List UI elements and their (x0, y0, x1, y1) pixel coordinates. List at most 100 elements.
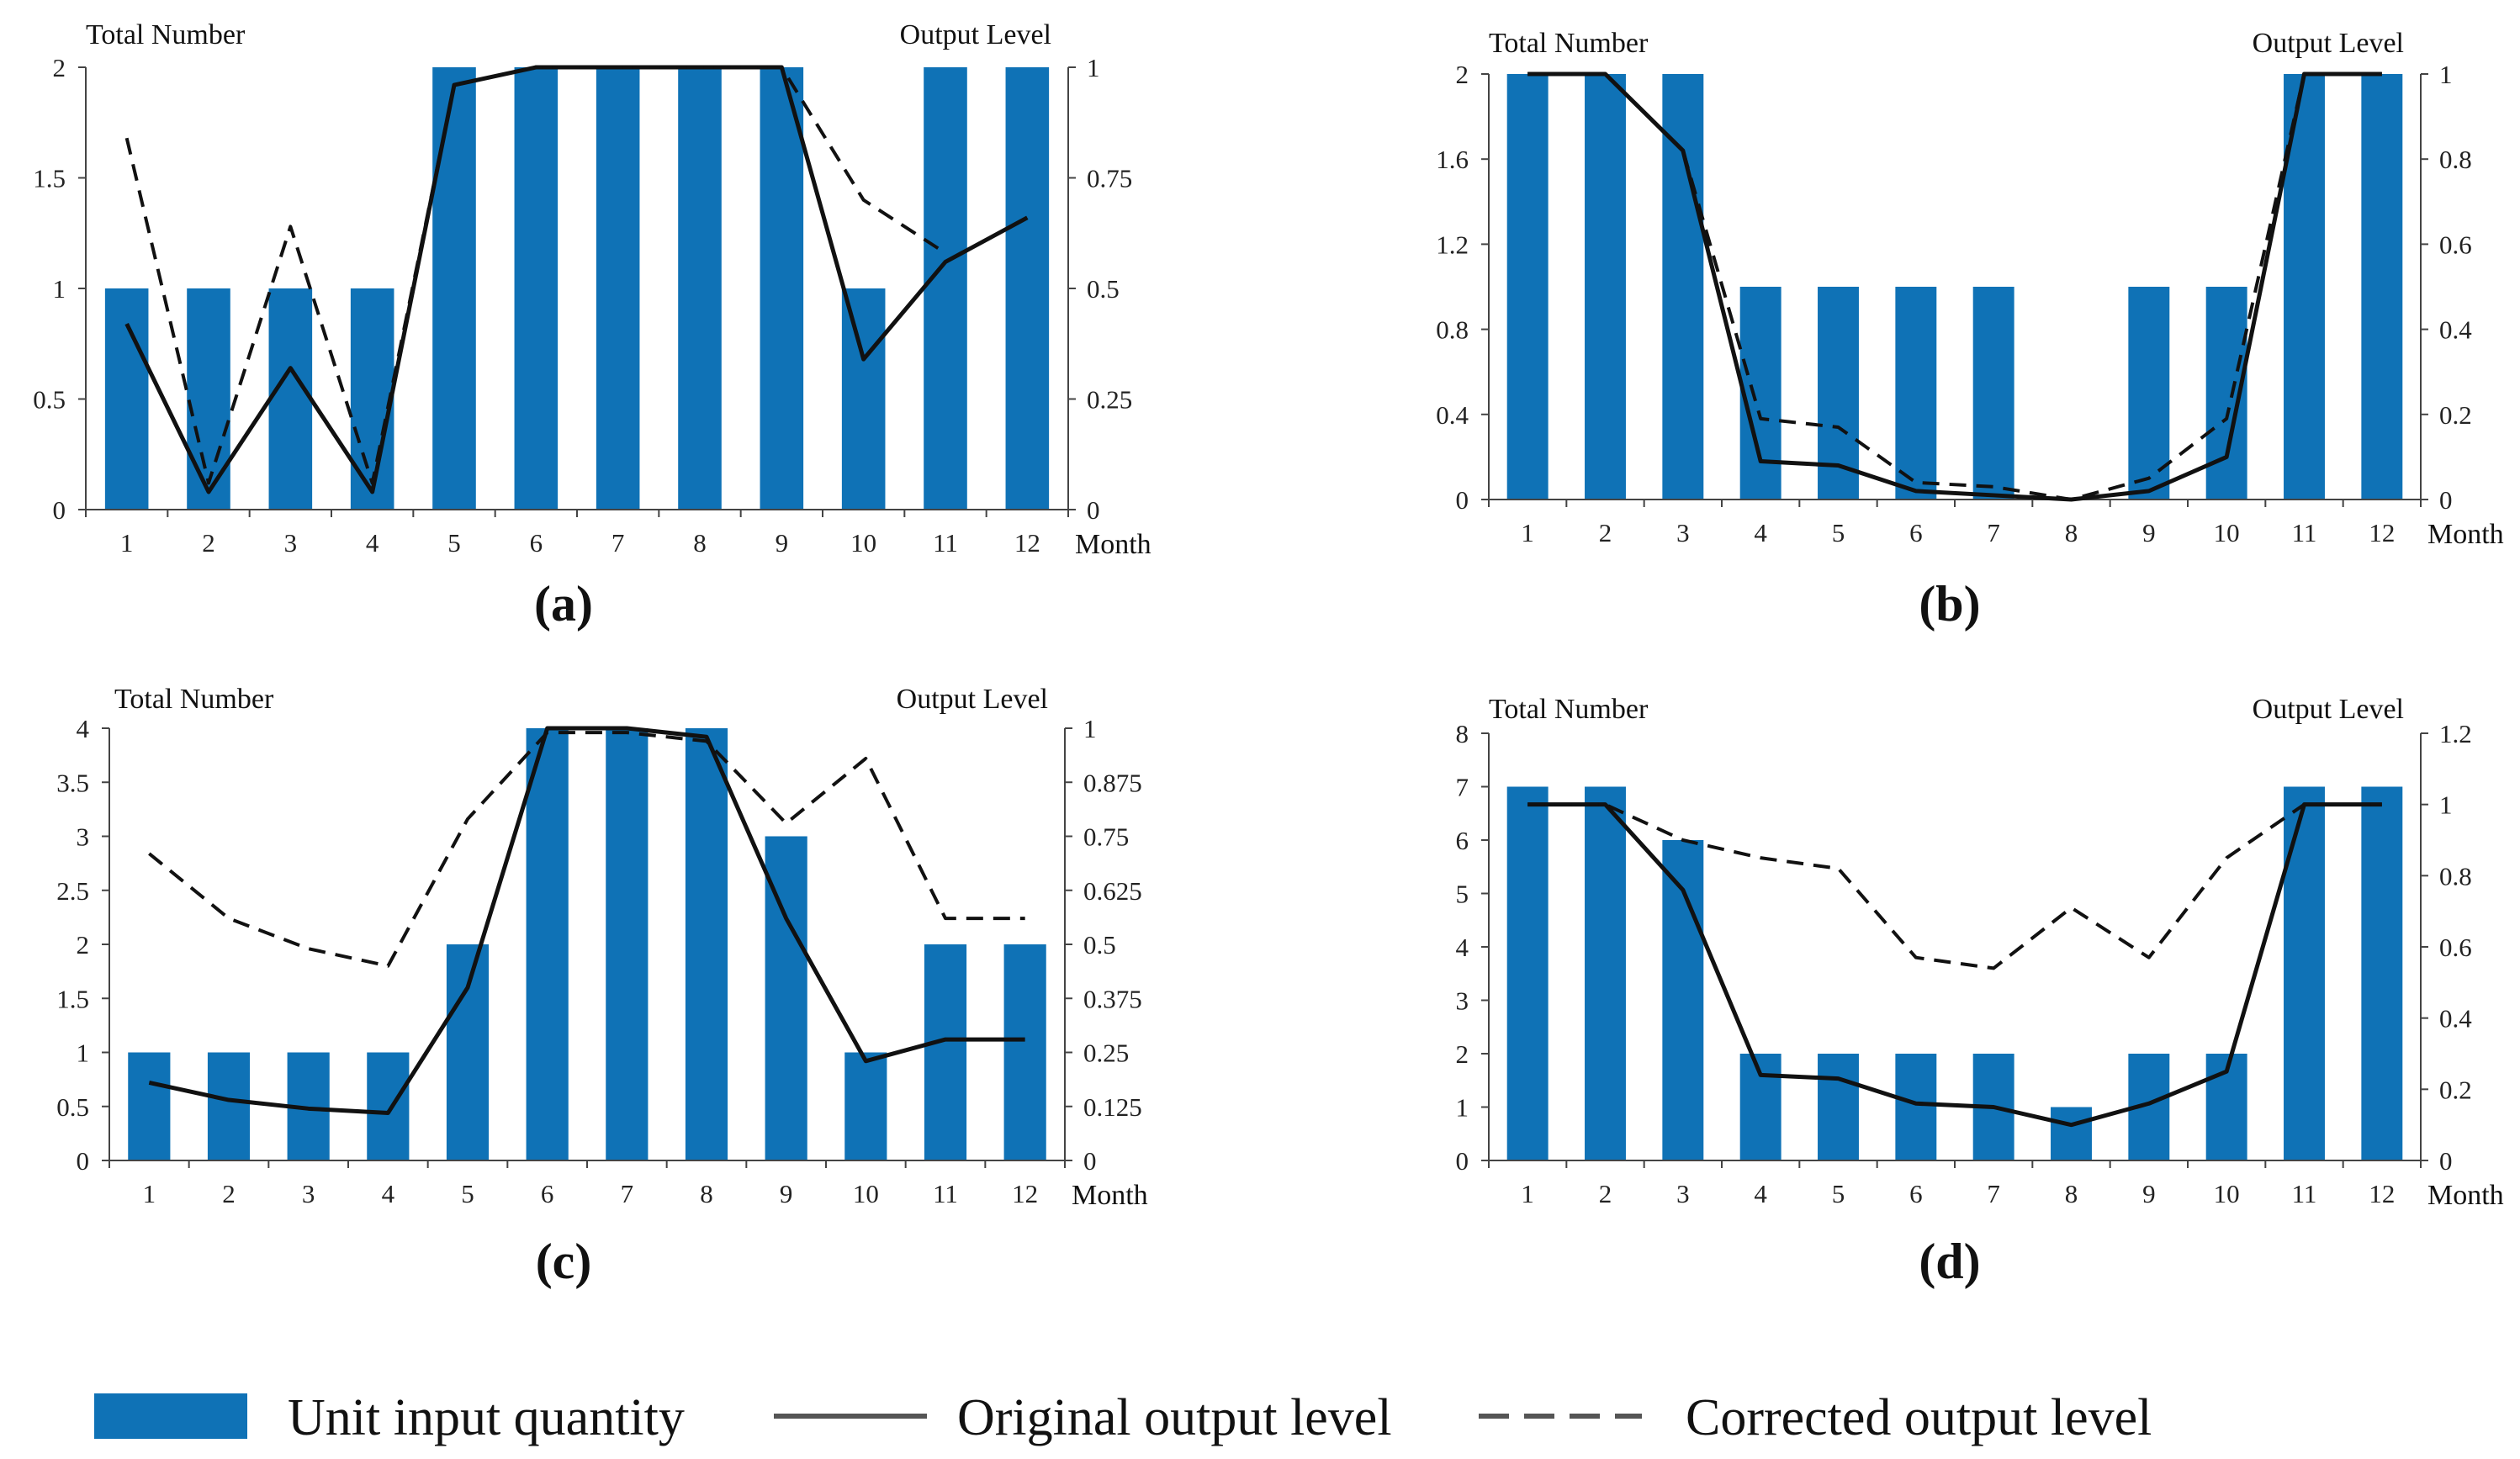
x-tick-label: 2 (1599, 1179, 1612, 1208)
left-axis-title: Total Number (86, 19, 246, 50)
corrected-output-line (1527, 802, 2382, 970)
panel-label: (a) (534, 576, 593, 632)
left-tick-label: 2 (53, 53, 66, 82)
left-axis-title: Total Number (1489, 28, 1649, 59)
right-axis-title: Output Level (897, 684, 1048, 715)
corrected-output-line (124, 66, 947, 485)
legend-bar-label: Unit input quantity (288, 1389, 685, 1446)
x-tick-label: 8 (2065, 1179, 2078, 1208)
right-tick-label: 0.6 (2439, 230, 2472, 259)
right-tick-label: 1 (1087, 53, 1100, 82)
bar-month-1 (128, 1052, 171, 1160)
left-tick-label: 2 (1456, 60, 1469, 89)
left-tick-label: 6 (1456, 826, 1469, 855)
right-tick-label: 0.2 (2439, 400, 2472, 430)
right-axis-title: Output Level (2253, 28, 2404, 59)
x-tick-label: 4 (1754, 1179, 1767, 1208)
left-axis-title: Total Number (1489, 694, 1649, 725)
x-tick-label: 3 (1676, 518, 1690, 547)
x-axis-title: Month (2427, 1180, 2504, 1211)
right-tick-label: 0.5 (1087, 274, 1120, 304)
bar-month-2 (207, 1052, 251, 1160)
x-tick-label: 9 (2142, 518, 2156, 547)
right-tick-label: 0.4 (2439, 1004, 2472, 1033)
x-tick-label: 1 (120, 528, 134, 558)
right-tick-label: 0.375 (1083, 984, 1142, 1013)
x-tick-label: 5 (461, 1179, 474, 1208)
right-tick-label: 0 (1087, 495, 1100, 525)
right-tick-label: 0.75 (1083, 822, 1129, 852)
x-tick-label: 7 (621, 1179, 634, 1208)
legend-bar-swatch (94, 1393, 247, 1439)
x-tick-label: 6 (1909, 518, 1923, 547)
x-tick-label: 12 (2369, 518, 2395, 547)
left-tick-label: 3 (1456, 986, 1469, 1016)
x-axis-title: Month (1072, 1180, 1148, 1211)
original-output-line (1527, 71, 2382, 502)
bar-month-8 (2051, 1107, 2092, 1160)
left-tick-label: 1 (1456, 1093, 1469, 1123)
panel-label: (d) (1919, 1234, 1980, 1289)
left-tick-label: 7 (1456, 773, 1469, 802)
original-output-line (148, 726, 1025, 1115)
right-tick-label: 0.8 (2439, 861, 2472, 891)
x-tick-label: 6 (541, 1179, 554, 1208)
panel-label: (b) (1919, 576, 1980, 632)
bar-month-1 (104, 288, 149, 510)
left-tick-label: 1.5 (56, 984, 89, 1013)
x-tick-label: 2 (1599, 518, 1612, 547)
right-tick-label: 0.2 (2439, 1075, 2472, 1104)
x-tick-label: 5 (447, 528, 461, 558)
bar-month-1 (1506, 786, 1549, 1160)
bar-month-11 (924, 67, 967, 510)
x-tick-label: 2 (202, 528, 215, 558)
bar-month-6 (514, 67, 559, 510)
right-tick-label: 1 (2439, 790, 2453, 820)
legend-original-label: Original output level (957, 1389, 1392, 1446)
bar-month-7 (606, 728, 649, 1160)
bar-month-10 (844, 1052, 887, 1160)
right-tick-label: 0.25 (1083, 1039, 1129, 1068)
x-tick-label: 7 (611, 528, 625, 558)
left-tick-label: 1.2 (1436, 230, 1469, 259)
x-tick-label: 4 (366, 528, 379, 558)
chart-panel-3: 0 0.5 1 1.5 2 2.5 3 3.5 4 0 0.125 0.25 0.375 0.5 0.625… (56, 684, 1147, 1289)
x-tick-label: 3 (284, 528, 298, 558)
x-tick-label: 7 (1987, 518, 2000, 547)
x-tick-label: 9 (780, 1179, 793, 1208)
bar-month-3 (1662, 74, 1704, 500)
left-tick-label: 0 (53, 495, 66, 525)
left-tick-label: 5 (1456, 880, 1469, 909)
x-tick-label: 1 (1521, 518, 1534, 547)
x-tick-label: 2 (222, 1179, 236, 1208)
x-tick-label: 9 (2142, 1179, 2156, 1208)
panel-label: (c) (536, 1234, 592, 1289)
left-tick-label: 2 (1456, 1039, 1469, 1069)
legend: Unit input quantity Original output leve… (94, 1389, 2152, 1446)
left-tick-label: 0.4 (1436, 400, 1469, 430)
x-tick-label: 5 (1832, 1179, 1845, 1208)
left-tick-label: 3.5 (56, 768, 89, 797)
left-tick-label: 0.8 (1436, 315, 1469, 345)
x-tick-label: 10 (2214, 518, 2240, 547)
x-tick-label: 1 (143, 1179, 156, 1208)
bar-month-2 (1585, 74, 1626, 500)
left-axis-title: Total Number (114, 684, 274, 715)
bar-month-4 (1739, 287, 1781, 500)
x-tick-label: 3 (302, 1179, 315, 1208)
left-tick-label: 4 (77, 714, 90, 743)
left-tick-label: 2.5 (56, 876, 89, 906)
right-tick-label: 0 (1083, 1146, 1097, 1176)
left-tick-label: 0 (1456, 1146, 1469, 1176)
x-tick-label: 11 (2292, 1179, 2317, 1208)
x-tick-label: 12 (1012, 1179, 1038, 1208)
right-tick-label: 1 (1083, 714, 1097, 743)
x-tick-label: 5 (1832, 518, 1845, 547)
x-tick-label: 6 (530, 528, 543, 558)
x-tick-label: 9 (776, 528, 789, 558)
bar-month-6 (1895, 287, 1937, 500)
